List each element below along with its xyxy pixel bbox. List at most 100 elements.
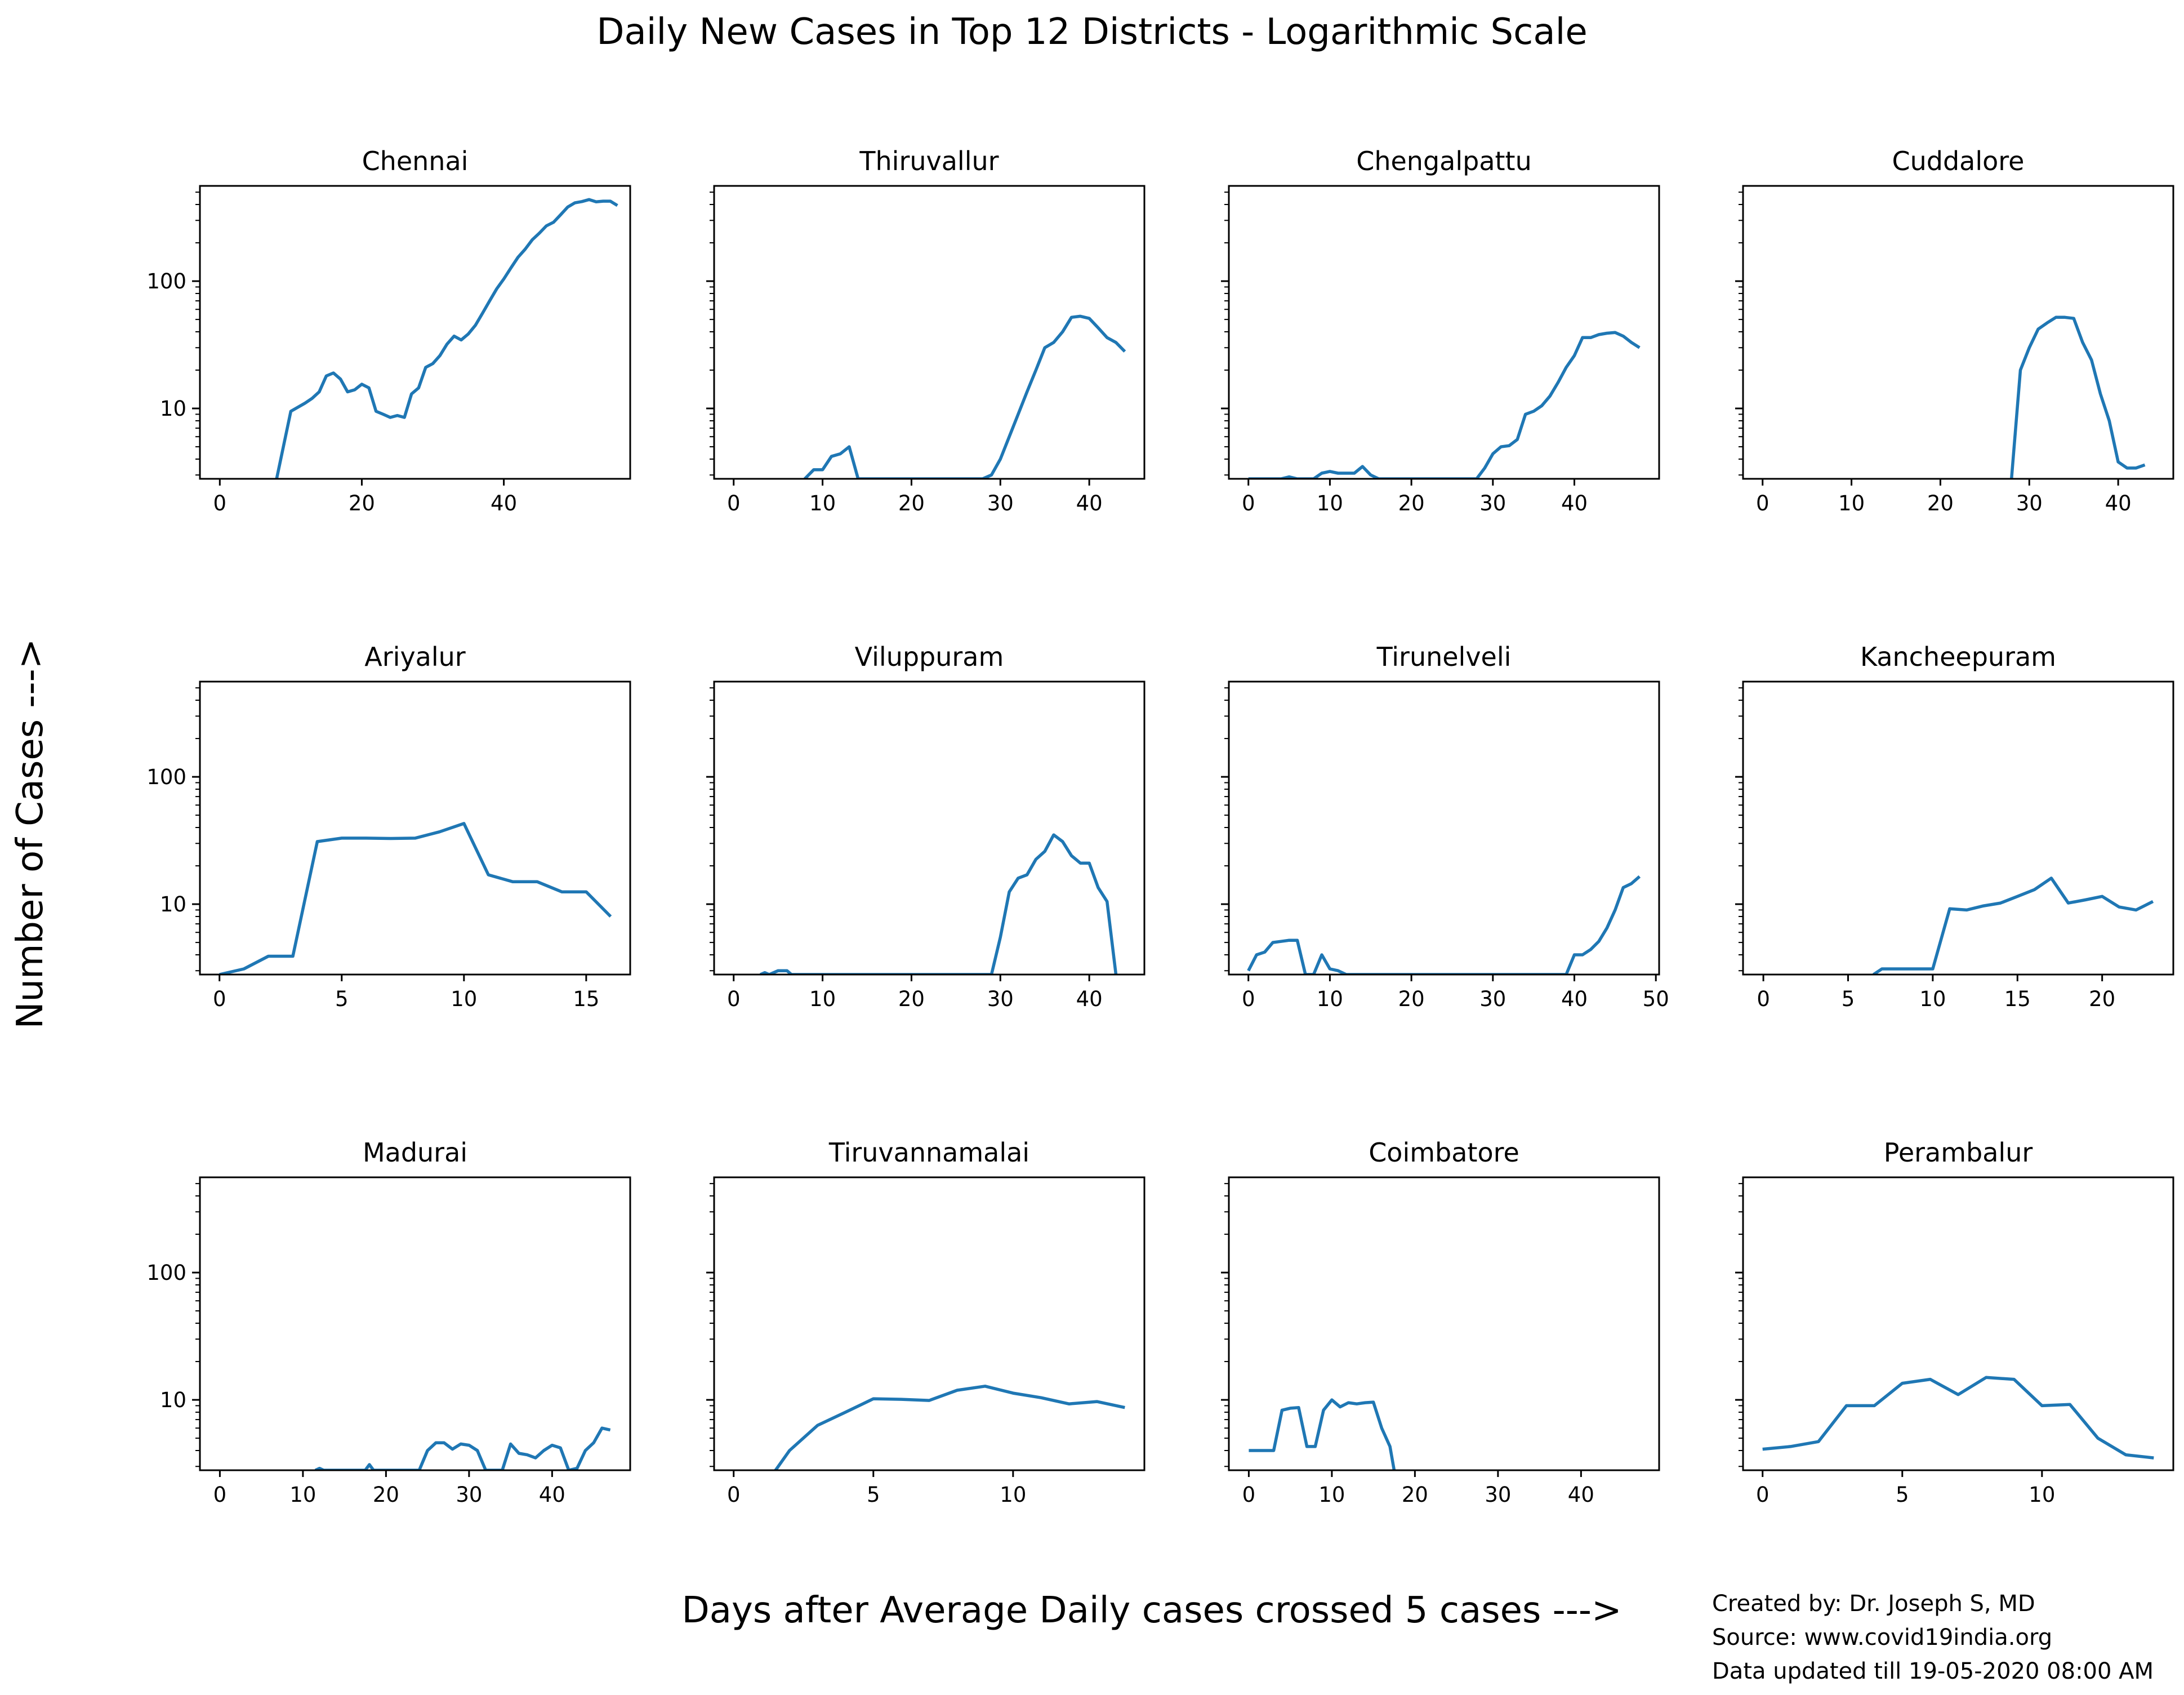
panel-title-kancheepuram: Kancheepuram (1860, 642, 2056, 672)
x-tick-label: 10 (1000, 1483, 1026, 1507)
x-tick-label: 40 (1568, 1483, 1594, 1507)
panel-title-tirunelveli: Tirunelveli (1376, 642, 1512, 672)
panel-title-thiruvallur: Thiruvallur (859, 146, 999, 176)
series-line-tiruvannamalai (774, 1385, 1125, 1470)
x-tick-label: 10 (1317, 491, 1343, 515)
series-line-madurai (314, 1426, 611, 1470)
figure-title: Daily New Cases in Top 12 Districts - Lo… (596, 11, 1587, 53)
x-tick-label: 30 (1479, 987, 1506, 1011)
y-tick-label: 100 (146, 1261, 186, 1285)
series-line-chengalpattu (1248, 331, 1641, 479)
x-tick-label: 10 (809, 491, 836, 515)
x-tick-label: 20 (1398, 987, 1425, 1011)
chart-tiruvannamalai: Tiruvannamalai 0 5 10 (706, 1137, 1146, 1507)
series-line-kancheepuram (1873, 877, 2154, 975)
panel-title-madurai: Madurai (363, 1137, 467, 1168)
credit-author: Created by: Dr. Joseph S, MD (1712, 1591, 2035, 1617)
chart-cuddalore: Cuddalore 0 10 20 30 40 (1735, 146, 2174, 515)
x-tick-label: 30 (987, 987, 1014, 1011)
series-line-perambalur (1762, 1376, 2154, 1460)
chart-chengalpattu: Chengalpattu 0 10 20 30 40 (1221, 146, 1660, 515)
x-tick-label: 40 (1076, 987, 1103, 1011)
y-tick-label: 100 (146, 269, 186, 293)
x-tick-label: 20 (898, 987, 925, 1011)
x-tick-label: 10 (1318, 1483, 1345, 1507)
axes-frame-perambalur (1742, 1176, 2174, 1471)
x-tick-label: 0 (213, 987, 226, 1011)
axes-frame-coimbatore (1228, 1176, 1660, 1471)
y-tick-label: 10 (160, 1388, 186, 1412)
x-tick-label: 20 (373, 1483, 399, 1507)
x-tick-label: 15 (573, 987, 599, 1011)
series-line-chennai (275, 198, 618, 479)
y-tick-label: 100 (146, 765, 186, 789)
axes-frame-thiruvallur (713, 185, 1146, 480)
axes-frame-kancheepuram (1742, 680, 2174, 976)
x-tick-label: 40 (1561, 987, 1588, 1011)
x-tick-label: 10 (1919, 987, 1946, 1011)
x-tick-label: 10 (2029, 1483, 2055, 1507)
x-tick-label: 10 (1317, 987, 1343, 1011)
x-tick-label: 40 (539, 1483, 565, 1507)
axes-frame-cuddalore (1742, 185, 2174, 480)
axes-frame-chennai (199, 185, 631, 480)
x-tick-label: 5 (1842, 987, 1855, 1011)
x-tick-label: 40 (1561, 491, 1588, 515)
x-tick-label: 30 (1485, 1483, 1511, 1507)
panel-title-perambalur: Perambalur (1884, 1137, 2033, 1168)
axes-frame-tirunelveli (1228, 680, 1660, 976)
x-tick-label: 20 (1927, 491, 1954, 515)
panel-title-viluppuram: Viluppuram (855, 642, 1004, 672)
x-tick-label: 10 (809, 987, 836, 1011)
panel-title-coimbatore: Coimbatore (1369, 1137, 1519, 1168)
x-tick-label: 0 (727, 1483, 741, 1507)
x-tick-label: 20 (349, 491, 375, 515)
x-tick-label: 40 (2105, 491, 2132, 515)
x-tick-label: 30 (456, 1483, 482, 1507)
x-tick-label: 0 (213, 491, 227, 515)
x-tick-label: 40 (491, 491, 517, 515)
x-tick-label: 10 (289, 1483, 316, 1507)
panel-title-cuddalore: Cuddalore (1892, 146, 2025, 176)
chart-chennai: Chennai 0 20 40 10 100 (146, 146, 631, 515)
axes-frame-tiruvannamalai (713, 1176, 1146, 1471)
x-tick-label: 5 (335, 987, 349, 1011)
y-tick-label: 10 (160, 892, 186, 917)
credit-source: Source: www.covid19india.org (1712, 1625, 2052, 1650)
x-tick-label: 30 (1479, 491, 1506, 515)
x-tick-label: 15 (2004, 987, 2031, 1011)
x-tick-label: 20 (2089, 987, 2115, 1011)
series-line-coimbatore (1249, 1398, 1396, 1470)
x-tick-label: 20 (1402, 1483, 1428, 1507)
x-tick-label: 40 (1076, 491, 1103, 515)
x-tick-label: 0 (1756, 1483, 1770, 1507)
x-tick-label: 10 (451, 987, 477, 1011)
panel-title-ariyalur: Ariyalur (364, 642, 466, 672)
x-tick-label: 5 (1896, 1483, 1909, 1507)
axes-frame-ariyalur (199, 680, 631, 976)
x-tick-label: 0 (727, 491, 741, 515)
chart-tirunelveli: Tirunelveli 0 10 20 30 40 50 (1221, 642, 1669, 1011)
x-tick-label: 20 (898, 491, 925, 515)
y-axis-label: Number of Cases ---> (10, 639, 51, 1029)
series-line-viluppuram (760, 833, 1118, 975)
series-line-ariyalur (219, 822, 612, 975)
y-tick-label: 10 (160, 397, 186, 421)
x-tick-label: 50 (1643, 987, 1669, 1011)
chart-madurai: Madurai 0 10 20 30 40 10 100 (146, 1137, 631, 1507)
x-axis-label: Days after Average Daily cases crossed 5… (681, 1590, 1621, 1631)
axes-frame-chengalpattu (1228, 185, 1660, 480)
x-tick-label: 5 (867, 1483, 880, 1507)
x-tick-label: 20 (1398, 491, 1425, 515)
x-tick-label: 0 (1242, 1483, 1256, 1507)
series-line-thiruvallur (804, 314, 1126, 479)
x-tick-label: 0 (1242, 987, 1255, 1011)
chart-perambalur: Perambalur 0 5 10 (1735, 1137, 2174, 1507)
chart-kancheepuram: Kancheepuram 0 5 10 15 20 (1735, 642, 2174, 1011)
chart-thiruvallur: Thiruvallur 0 10 20 30 40 (706, 146, 1146, 515)
x-tick-label: 0 (213, 1483, 227, 1507)
chart-ariyalur: Ariyalur 0 5 10 15 10 100 (146, 642, 631, 1011)
panel-title-chennai: Chennai (362, 146, 469, 176)
x-tick-label: 30 (987, 491, 1014, 515)
